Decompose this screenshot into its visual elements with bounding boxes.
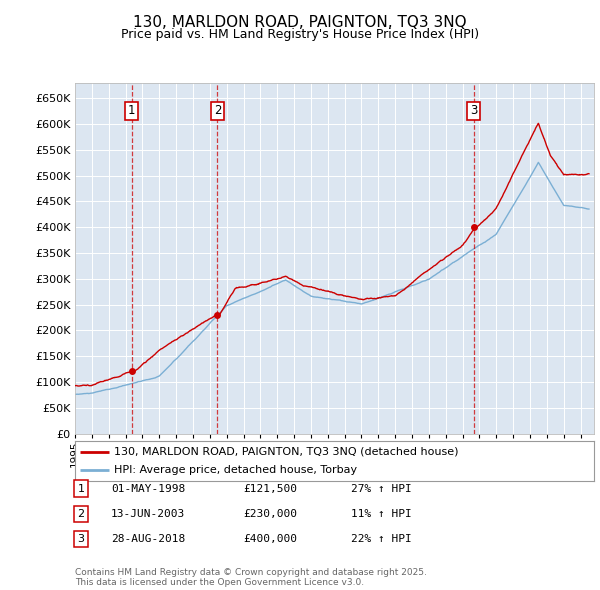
Text: £400,000: £400,000 <box>243 535 297 544</box>
Text: £121,500: £121,500 <box>243 484 297 493</box>
Text: £230,000: £230,000 <box>243 509 297 519</box>
Text: 2: 2 <box>77 509 85 519</box>
Text: 27% ↑ HPI: 27% ↑ HPI <box>351 484 412 493</box>
Text: Price paid vs. HM Land Registry's House Price Index (HPI): Price paid vs. HM Land Registry's House … <box>121 28 479 41</box>
Text: 1: 1 <box>128 104 136 117</box>
Text: 130, MARLDON ROAD, PAIGNTON, TQ3 3NQ: 130, MARLDON ROAD, PAIGNTON, TQ3 3NQ <box>133 15 467 30</box>
Text: 2: 2 <box>214 104 221 117</box>
Text: 130, MARLDON ROAD, PAIGNTON, TQ3 3NQ (detached house): 130, MARLDON ROAD, PAIGNTON, TQ3 3NQ (de… <box>114 447 458 457</box>
Text: 13-JUN-2003: 13-JUN-2003 <box>111 509 185 519</box>
Text: 22% ↑ HPI: 22% ↑ HPI <box>351 535 412 544</box>
Text: 1: 1 <box>77 484 85 493</box>
Text: Contains HM Land Registry data © Crown copyright and database right 2025.
This d: Contains HM Land Registry data © Crown c… <box>75 568 427 587</box>
Text: HPI: Average price, detached house, Torbay: HPI: Average price, detached house, Torb… <box>114 465 357 475</box>
Text: 11% ↑ HPI: 11% ↑ HPI <box>351 509 412 519</box>
Text: 01-MAY-1998: 01-MAY-1998 <box>111 484 185 493</box>
Text: 3: 3 <box>77 535 85 544</box>
Text: 28-AUG-2018: 28-AUG-2018 <box>111 535 185 544</box>
Text: 3: 3 <box>470 104 478 117</box>
